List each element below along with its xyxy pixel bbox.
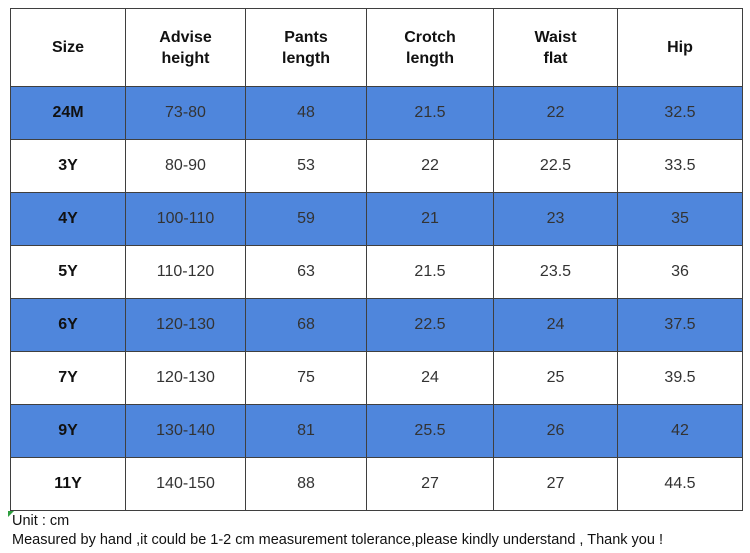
footnote: Unit : cm Measured by hand ,it could be … [12,512,663,550]
cell-size: 6Y [10,298,126,352]
cell-waist-flat: 22.5 [493,139,618,193]
cell-hip: 36 [617,245,743,299]
header-waist-flat-line-2: flat [543,49,568,67]
cell-pants-length: 53 [245,139,367,193]
header-pants-length-line-1: Pants [284,28,328,46]
header-crotch-length-line-1: Crotch [404,28,456,46]
header-waist-flat-line-1: Waist [534,28,577,46]
header-hip: Hip [617,8,743,87]
cell-waist-flat: 24 [493,298,618,352]
header-advise-height-line-1: Advise [159,28,212,46]
cell-crotch-length: 21.5 [366,86,494,140]
cell-crotch-length: 27 [366,457,494,511]
header-hip-line-1: Hip [667,39,693,56]
corner-marker-icon [8,511,14,517]
header-pants-length: Pants length [245,8,367,87]
cell-advise-height: 120-130 [125,298,246,352]
cell-size: 5Y [10,245,126,299]
header-size-line-1: Size [51,39,84,56]
header-row: Size Advise height Pants length Crotch leng… [10,8,743,87]
cell-size: 3Y [10,139,126,193]
cell-crotch-length: 25.5 [366,404,494,458]
cell-hip: 39.5 [617,351,743,405]
cell-waist-flat: 23.5 [493,245,618,299]
cell-size: 11Y [10,457,126,511]
header-advise-height-line-2: height [161,49,210,67]
cell-waist-flat: 22 [493,86,618,140]
cell-crotch-length: 22.5 [366,298,494,352]
table-row: 3Y 80-90 53 22 22.5 33.5 [10,139,743,193]
table-row: 11Y 140-150 88 27 27 44.5 [10,457,743,511]
header-advise-height: Advise height [125,8,246,87]
header-waist-flat: Waist flat [493,8,618,87]
header-size: Size [10,8,126,87]
cell-pants-length: 48 [245,86,367,140]
cell-pants-length: 68 [245,298,367,352]
cell-advise-height: 80-90 [125,139,246,193]
table-row: 9Y 130-140 81 25.5 26 42 [10,404,743,458]
cell-size: 7Y [10,351,126,405]
cell-hip: 32.5 [617,86,743,140]
cell-advise-height: 130-140 [125,404,246,458]
cell-pants-length: 59 [245,192,367,246]
table-row: 4Y 100-110 59 21 23 35 [10,192,743,246]
cell-pants-length: 75 [245,351,367,405]
cell-waist-flat: 27 [493,457,618,511]
cell-hip: 37.5 [617,298,743,352]
cell-advise-height: 73-80 [125,86,246,140]
cell-crotch-length: 21.5 [366,245,494,299]
cell-advise-height: 100-110 [125,192,246,246]
cell-crotch-length: 24 [366,351,494,405]
cell-advise-height: 140-150 [125,457,246,511]
cell-hip: 35 [617,192,743,246]
cell-hip: 42 [617,404,743,458]
table-row: 24M 73-80 48 21.5 22 32.5 [10,86,743,140]
header-crotch-length-line-2: length [406,49,454,67]
cell-advise-height: 110-120 [125,245,246,299]
cell-advise-height: 120-130 [125,351,246,405]
size-chart-body: Size Advise height Pants length Crotch leng… [10,8,743,511]
tolerance-note: Measured by hand ,it could be 1-2 cm mea… [12,532,663,548]
cell-waist-flat: 23 [493,192,618,246]
cell-size: 9Y [10,404,126,458]
cell-pants-length: 81 [245,404,367,458]
table-row: 7Y 120-130 75 24 25 39.5 [10,351,743,405]
header-pants-length-line-2: length [282,49,330,67]
cell-waist-flat: 25 [493,351,618,405]
cell-pants-length: 88 [245,457,367,511]
cell-crotch-length: 21 [366,192,494,246]
cell-waist-flat: 26 [493,404,618,458]
cell-hip: 33.5 [617,139,743,193]
unit-note: Unit : cm [12,513,70,529]
cell-pants-length: 63 [245,245,367,299]
cell-size: 24M [10,86,126,140]
header-crotch-length: Crotch length [366,8,494,87]
table-row: 6Y 120-130 68 22.5 24 37.5 [10,298,743,352]
table-row: 5Y 110-120 63 21.5 23.5 36 [10,245,743,299]
cell-hip: 44.5 [617,457,743,511]
cell-crotch-length: 22 [366,139,494,193]
size-chart-table: Size Advise height Pants length Crotch leng… [10,8,743,511]
cell-size: 4Y [10,192,126,246]
